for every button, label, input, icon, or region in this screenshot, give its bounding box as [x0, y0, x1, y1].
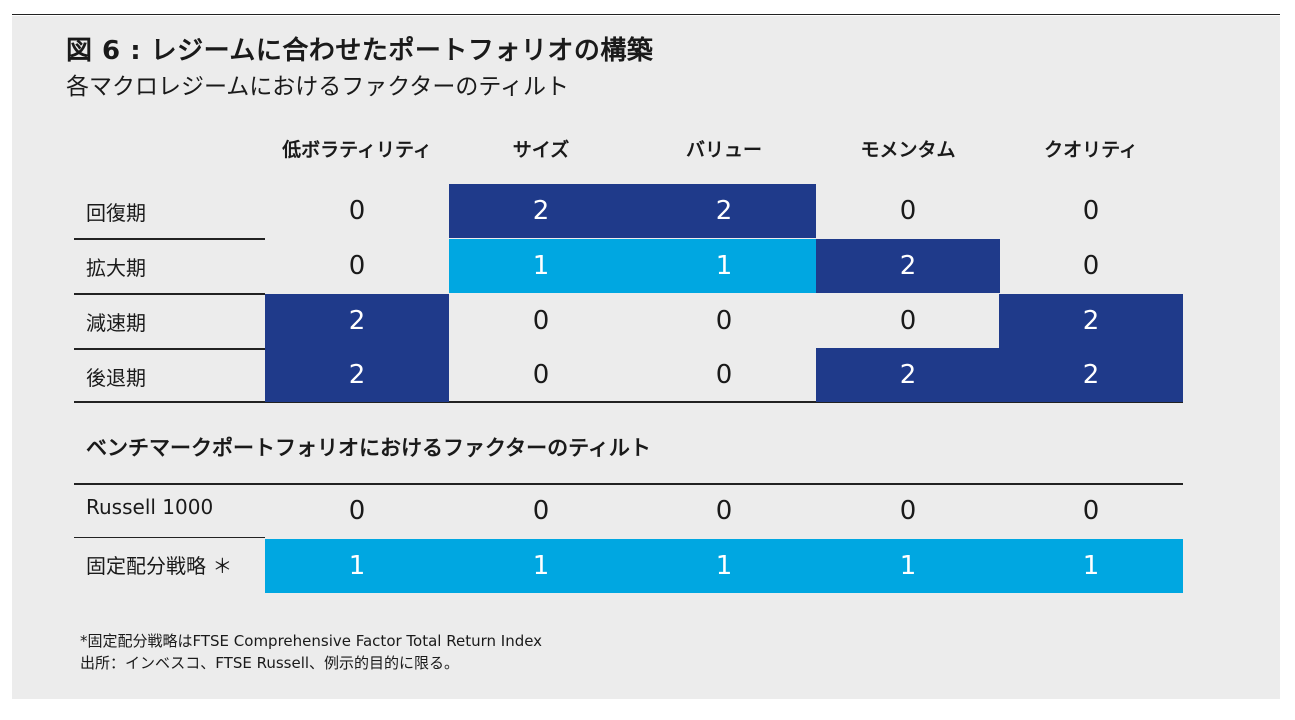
figure-subtitle: 各マクロレジームにおけるファクターのティルト — [66, 74, 570, 100]
regime-cell-expansion-value: 1 — [632, 239, 816, 293]
regime-cell-slowdown-value: 0 — [715, 306, 733, 336]
regime-cell-recovery-momentum: 0 — [899, 196, 917, 226]
regime-cell-recovery-size: 2 — [449, 184, 633, 238]
benchmark-cell-russell-1000-size: 0 — [532, 496, 550, 526]
regime-cell-expansion-momentum: 2 — [816, 239, 1000, 293]
row-label-recovery: 回復期 — [86, 201, 146, 225]
benchmark-cell-fixed-allocation-size: 1 — [449, 539, 633, 593]
top-rule — [12, 14, 1280, 15]
row-divider — [74, 293, 265, 295]
regime-cell-slowdown-low-volatility: 2 — [265, 294, 449, 348]
row-divider — [74, 238, 265, 240]
row-label-fixed-allocation: 固定配分戦略 ＊ — [86, 554, 233, 578]
regime-cell-recovery-value: 2 — [632, 184, 816, 238]
table-bottom-rule — [74, 401, 1183, 403]
regime-cell-slowdown-quality: 2 — [999, 294, 1183, 348]
benchmark-cell-fixed-allocation-low-volatility: 1 — [265, 539, 449, 593]
column-header-momentum: モメンタム — [860, 139, 956, 161]
benchmark-cell-fixed-allocation-quality: 1 — [999, 539, 1183, 593]
benchmark-heading: ベンチマークポートフォリオにおけるファクターのティルト — [86, 436, 651, 460]
regime-cell-contraction-momentum: 2 — [816, 348, 1000, 402]
row-label-russell-1000: Russell 1000 — [86, 495, 214, 519]
regime-cell-expansion-low-volatility: 0 — [348, 251, 366, 281]
column-header-quality: クオリティ — [1044, 139, 1138, 161]
row-label-expansion: 拡大期 — [86, 256, 146, 280]
regime-cell-contraction-low-volatility: 2 — [265, 348, 449, 402]
footnote-source: 出所：インベスコ、FTSE Russell、例示的目的に限る。 — [80, 654, 460, 672]
regime-cell-slowdown-momentum: 0 — [899, 306, 917, 336]
regime-cell-contraction-quality: 2 — [999, 348, 1183, 402]
benchmark-cell-russell-1000-low-volatility: 0 — [348, 496, 366, 526]
regime-cell-expansion-quality: 0 — [1082, 251, 1100, 281]
figure-title: 図 6 : レジームに合わせたポートフォリオの構築 — [66, 36, 654, 66]
regime-cell-slowdown-size: 0 — [532, 306, 550, 336]
footnote-definition: *固定配分戦略はFTSE Comprehensive Factor Total … — [80, 632, 543, 650]
row-divider — [74, 537, 265, 538]
column-header-size: サイズ — [512, 139, 570, 161]
regime-cell-recovery-low-volatility: 0 — [348, 196, 366, 226]
benchmark-cell-russell-1000-value: 0 — [715, 496, 733, 526]
regime-cell-contraction-size: 0 — [532, 360, 550, 390]
row-label-slowdown: 減速期 — [86, 311, 146, 335]
benchmark-cell-fixed-allocation-momentum: 1 — [816, 539, 1000, 593]
column-header-value: バリュー — [685, 139, 762, 161]
row-label-contraction: 後退期 — [86, 366, 146, 390]
column-header-low-volatility: 低ボラティリティ — [282, 139, 432, 161]
benchmark-top-rule — [74, 483, 1183, 485]
benchmark-cell-russell-1000-quality: 0 — [1082, 496, 1100, 526]
regime-cell-contraction-value: 0 — [715, 360, 733, 390]
benchmark-cell-russell-1000-momentum: 0 — [899, 496, 917, 526]
row-divider — [74, 348, 265, 350]
regime-cell-expansion-size: 1 — [449, 239, 633, 293]
regime-cell-recovery-quality: 0 — [1082, 196, 1100, 226]
benchmark-cell-fixed-allocation-value: 1 — [632, 539, 816, 593]
